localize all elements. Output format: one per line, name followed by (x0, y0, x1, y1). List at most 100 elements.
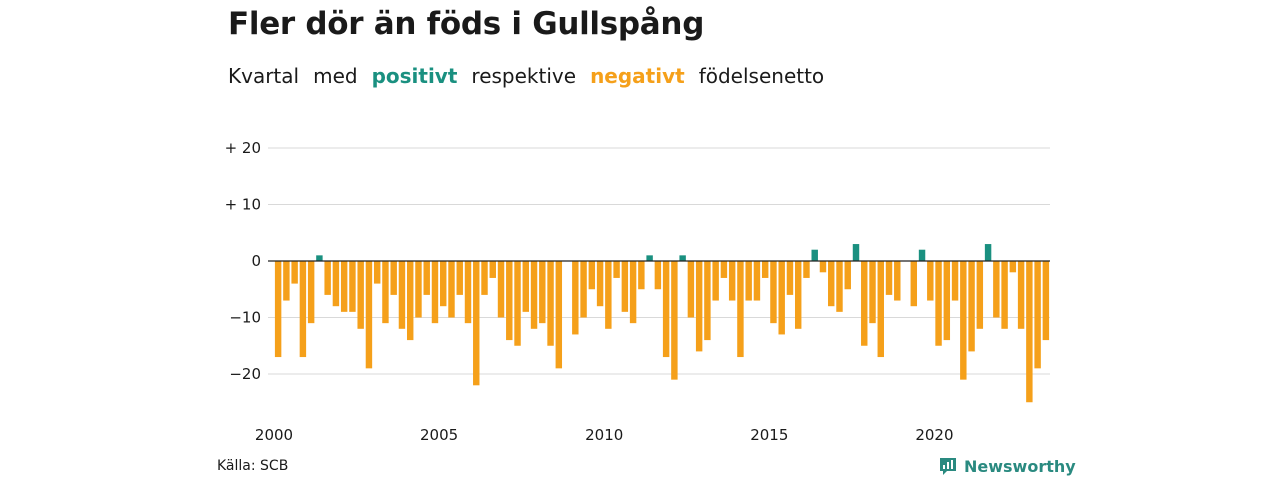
bar-negative (572, 261, 579, 335)
bar-positive (316, 255, 323, 261)
bar-negative (332, 261, 340, 307)
source-note: Källa: SCB (217, 458, 289, 474)
bar-negative (737, 261, 744, 358)
bar-negative (382, 261, 389, 324)
subtitle-word-med: med (313, 64, 358, 88)
bar-positive (918, 249, 926, 261)
bar-negative (704, 261, 711, 341)
bar-layer (274, 244, 1050, 403)
bar-negative (398, 261, 406, 329)
bar-negative (687, 261, 695, 318)
subtitle-word-respektive: respektive (471, 64, 577, 88)
subtitle-word-kvartal: Kvartal (228, 64, 300, 88)
bar-negative (349, 261, 356, 312)
bar-negative (770, 261, 777, 324)
bar-negative (274, 261, 282, 358)
bar-positive (646, 255, 653, 261)
y-tick-label: 0 (251, 252, 261, 270)
bar-negative (415, 261, 422, 318)
bar-negative (720, 261, 728, 278)
bar-negative (580, 261, 587, 318)
bar-negative (448, 261, 455, 318)
bar-negative (440, 261, 447, 307)
bar-negative (1034, 261, 1041, 369)
bar-negative (291, 261, 298, 284)
bar-negative (695, 261, 703, 352)
brand-logo: Newsworthy (938, 456, 1076, 476)
bar-negative (910, 261, 918, 307)
bar-negative (960, 261, 967, 380)
grid-layer (268, 147, 1050, 375)
bar-negative (935, 261, 942, 346)
bar-negative (283, 261, 290, 301)
subtitle-word-fodelsenetto: födelsenetto (698, 64, 825, 88)
bar-negative (481, 261, 488, 295)
x-tick-label: 2010 (585, 426, 623, 444)
bar-negative (299, 261, 307, 358)
bar-negative (943, 261, 951, 341)
bar-negative (629, 261, 637, 324)
chart-title: Fler dör än föds i Gullspång (228, 6, 705, 42)
bar-negative (406, 261, 414, 341)
bar-negative (1026, 261, 1033, 403)
bar-negative (728, 261, 736, 301)
bar-negative (324, 261, 331, 295)
x-tick-label: 2005 (420, 426, 458, 444)
bar-negative (497, 261, 505, 318)
x-tick-label: 2000 (255, 426, 293, 444)
y-tick-label: −20 (229, 365, 261, 383)
y-tick-label: + 20 (225, 139, 261, 157)
bar-negative (861, 261, 868, 346)
bar-negative (753, 261, 761, 301)
bar-negative (671, 261, 678, 380)
bar-negative (530, 261, 538, 329)
bar-negative (869, 261, 876, 324)
bar-positive (852, 244, 860, 261)
bar-negative (976, 261, 984, 329)
bar-negative (596, 261, 604, 307)
bar-negative (638, 261, 645, 290)
bar-negative (456, 261, 463, 295)
bar-negative (885, 261, 893, 295)
bar-negative (927, 261, 934, 301)
bar-negative (307, 261, 315, 324)
bar-negative (555, 261, 563, 369)
bar-positive (679, 255, 686, 261)
bar-negative (894, 261, 901, 301)
bar-negative (547, 261, 554, 346)
bar-negative (373, 261, 381, 284)
bar-negative (794, 261, 802, 329)
chart-subtitle: Kvartal med positivt respektive negativt föde… (228, 64, 838, 88)
bar-negative (951, 261, 959, 301)
bar-negative (357, 261, 364, 329)
bar-negative (613, 261, 620, 278)
bar-negative (877, 261, 884, 358)
bar-negative (473, 261, 480, 386)
x-tick-label: 2015 (750, 426, 788, 444)
bar-negative (836, 261, 843, 312)
bar-negative (803, 261, 810, 278)
bar-negative (506, 261, 513, 341)
bar-negative (761, 261, 769, 278)
bar-negative (489, 261, 496, 278)
bar-negative (1001, 261, 1008, 329)
bar-negative (423, 261, 430, 295)
bar-negative (993, 261, 1000, 318)
bar-negative (828, 261, 835, 307)
subtitle-positive-label: positivt (371, 64, 458, 88)
bar-negative (662, 261, 670, 358)
bar-negative (340, 261, 348, 312)
bar-negative (365, 261, 373, 369)
y-tick-label: + 10 (225, 196, 261, 214)
bar-negative (539, 261, 546, 324)
brand-name: Newsworthy (964, 456, 1076, 476)
bar-negative (522, 261, 530, 312)
bar-negative (514, 261, 521, 346)
newsworthy-logo-icon (940, 458, 956, 475)
bar-negative (431, 261, 439, 324)
bar-negative (1042, 261, 1050, 341)
bar-negative (778, 261, 785, 335)
bar-negative (968, 261, 975, 352)
y-tick-label: −10 (229, 309, 261, 327)
